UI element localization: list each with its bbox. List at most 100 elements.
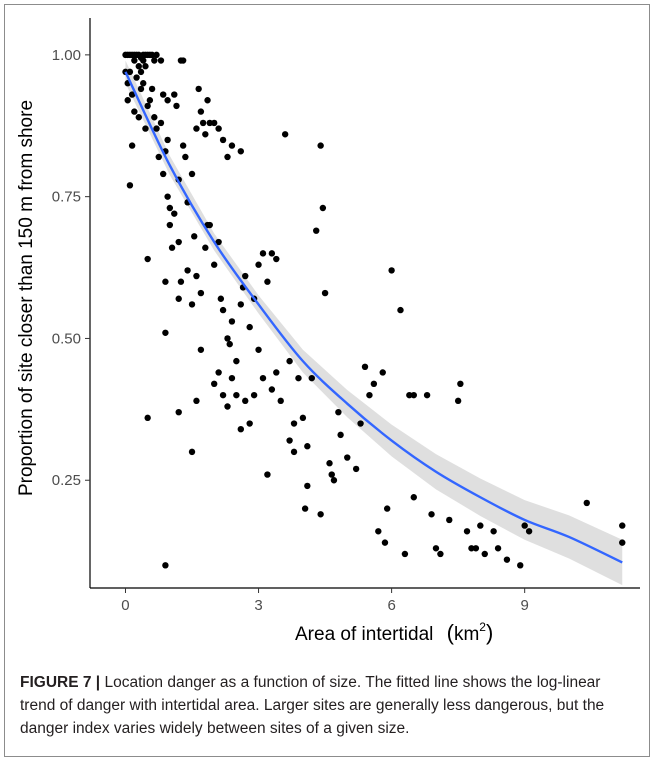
data-point bbox=[304, 482, 311, 490]
fit-line-layer bbox=[124, 71, 623, 564]
data-point bbox=[321, 289, 329, 297]
data-point bbox=[155, 153, 162, 161]
data-point bbox=[206, 221, 213, 229]
data-point bbox=[490, 528, 497, 535]
data-point bbox=[319, 204, 327, 212]
data-point bbox=[215, 369, 222, 376]
data-point bbox=[210, 119, 218, 127]
data-point bbox=[188, 170, 196, 178]
figure-label: FIGURE 7 | bbox=[20, 674, 101, 691]
y-axis-title: Proportion of site closer than 150 m fro… bbox=[16, 100, 37, 496]
data-point bbox=[237, 425, 245, 433]
data-point bbox=[401, 550, 409, 558]
data-point bbox=[173, 102, 180, 110]
data-point bbox=[383, 505, 391, 512]
data-point bbox=[193, 125, 200, 132]
data-point bbox=[210, 380, 218, 388]
data-point bbox=[273, 369, 280, 376]
data-point bbox=[481, 550, 488, 558]
x-axis-title-text: Area of intertidal bbox=[295, 624, 433, 645]
data-point bbox=[144, 414, 151, 422]
data-point bbox=[410, 494, 417, 501]
fit-line bbox=[124, 71, 623, 564]
x-tick-label: 9 bbox=[521, 597, 529, 614]
data-point bbox=[379, 369, 386, 376]
data-point bbox=[124, 97, 131, 104]
data-point bbox=[619, 539, 626, 546]
data-point bbox=[457, 380, 464, 388]
data-point bbox=[197, 346, 205, 353]
data-point bbox=[397, 306, 404, 314]
data-point bbox=[215, 238, 222, 246]
data-point bbox=[142, 63, 149, 70]
data-point bbox=[246, 323, 253, 331]
data-point bbox=[228, 318, 236, 325]
scatter-chart: 0 3 6 9 0.25 0.50 0.75 1.00 Proportion of site … bbox=[16, 18, 640, 645]
data-point bbox=[326, 460, 333, 467]
data-point bbox=[521, 522, 528, 529]
data-point bbox=[583, 499, 590, 507]
data-point bbox=[175, 295, 182, 302]
data-point bbox=[242, 272, 249, 280]
data-point bbox=[219, 391, 227, 399]
data-point bbox=[454, 397, 462, 405]
data-point bbox=[202, 244, 209, 251]
data-point bbox=[446, 516, 453, 524]
data-point bbox=[153, 51, 160, 59]
data-point bbox=[153, 125, 160, 132]
data-point bbox=[335, 408, 342, 416]
data-point bbox=[410, 391, 417, 399]
data-point bbox=[375, 528, 382, 535]
data-point bbox=[423, 391, 431, 399]
data-point bbox=[344, 454, 351, 461]
data-point bbox=[206, 119, 213, 127]
data-point bbox=[140, 80, 147, 87]
data-point bbox=[330, 477, 338, 484]
data-point bbox=[233, 357, 240, 365]
data-point bbox=[246, 420, 253, 427]
data-point bbox=[166, 204, 174, 212]
data-point bbox=[468, 545, 475, 552]
data-point bbox=[366, 391, 373, 399]
axes-layer bbox=[89, 18, 640, 589]
data-point bbox=[188, 301, 196, 308]
data-point bbox=[159, 170, 167, 178]
data-point bbox=[162, 562, 169, 569]
data-point bbox=[191, 233, 198, 240]
data-point bbox=[295, 374, 302, 382]
x-tick-label: 0 bbox=[121, 597, 129, 614]
x-tick-label: 6 bbox=[387, 597, 395, 614]
data-point bbox=[619, 522, 626, 529]
data-point bbox=[299, 414, 307, 422]
data-point bbox=[137, 68, 145, 76]
y-tick-label: 0.25 bbox=[52, 472, 81, 489]
data-point bbox=[432, 545, 440, 552]
data-point bbox=[162, 278, 169, 285]
data-point bbox=[224, 403, 231, 410]
x-tick-label: 3 bbox=[254, 597, 262, 614]
data-point bbox=[195, 85, 202, 93]
data-point bbox=[352, 465, 360, 473]
data-point bbox=[228, 374, 236, 382]
data-point bbox=[286, 437, 293, 444]
data-point bbox=[148, 51, 156, 59]
data-point bbox=[151, 57, 158, 64]
data-point bbox=[259, 374, 267, 382]
data-point bbox=[126, 182, 134, 189]
x-axis-title: Area of intertidal (km2) bbox=[295, 620, 493, 645]
data-point bbox=[226, 340, 233, 348]
data-point bbox=[157, 119, 165, 127]
data-point bbox=[525, 528, 533, 535]
data-point bbox=[151, 114, 158, 121]
data-point bbox=[268, 386, 276, 393]
y-tick-label: 0.50 bbox=[52, 330, 81, 347]
data-point bbox=[182, 153, 189, 161]
data-point bbox=[135, 63, 142, 70]
data-point bbox=[503, 556, 511, 563]
data-point bbox=[131, 57, 138, 64]
data-point bbox=[313, 227, 320, 234]
data-point bbox=[146, 97, 154, 104]
data-point bbox=[224, 153, 231, 161]
data-point bbox=[517, 562, 524, 569]
data-point bbox=[137, 85, 145, 93]
